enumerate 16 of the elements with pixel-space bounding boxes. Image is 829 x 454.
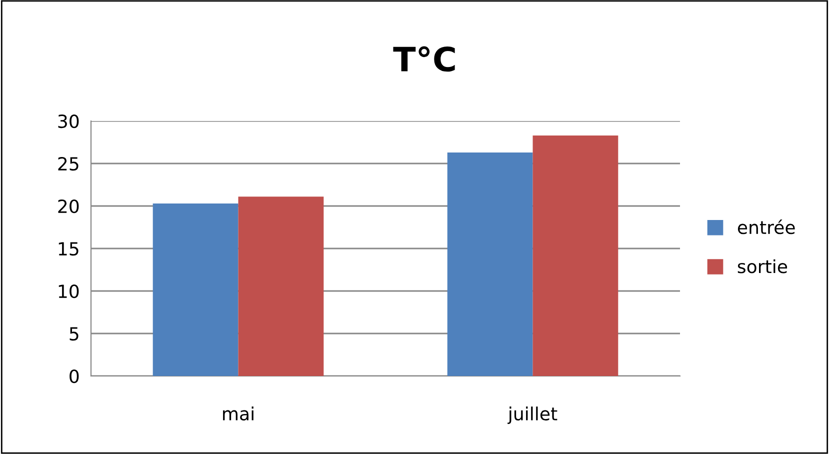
bar [238,196,324,376]
bar [447,152,533,376]
y-tick-label: 30 [58,114,79,128]
legend-label: sortie [738,259,788,274]
bar [532,135,618,376]
y-tick-label: 25 [58,156,78,171]
y-tick-label: 5 [70,327,78,341]
bar [152,203,238,376]
x-tick-label: mai [223,406,254,421]
x-tick-label: juillet [508,406,558,424]
chart-title: T°C [393,46,455,72]
y-tick-label: 15 [58,242,78,256]
y-tick-label: 20 [58,199,79,214]
y-tick-label: 0 [70,369,79,384]
y-tick-label: 10 [58,284,79,298]
legend-label: entrée [738,219,795,234]
